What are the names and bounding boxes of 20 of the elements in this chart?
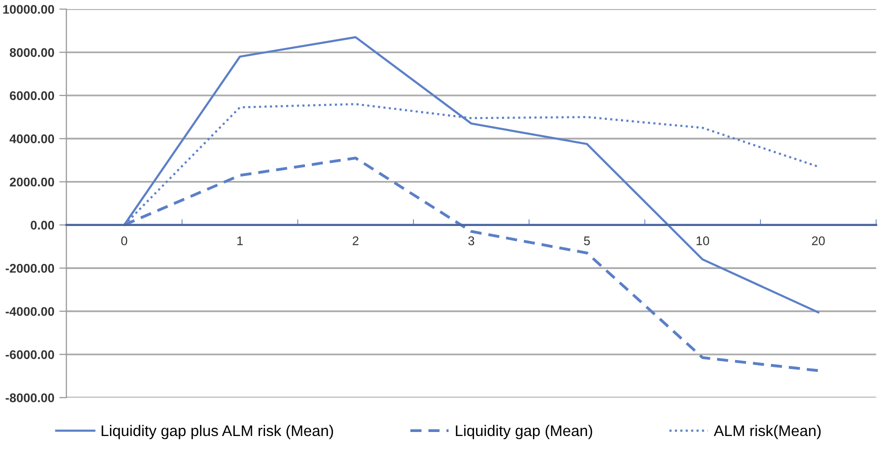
x-tick-label: 20 [812, 236, 825, 246]
x-tick-label: 1 [237, 236, 243, 246]
x-tick-label: 2 [352, 236, 358, 246]
x-tick-label: 10 [696, 236, 710, 246]
legend-label: ALM risk(Mean) [714, 424, 821, 440]
legend-label: Liquidity gap plus ALM risk (Mean) [102, 424, 334, 440]
y-tick-label: -8000.00 [6, 393, 54, 402]
y-tick-label: 10000.00 [3, 4, 54, 14]
legend-label: Liquidity gap (Mean) [456, 424, 592, 440]
y-tick-label: -4000.00 [6, 307, 54, 316]
y-tick-label: 6000.00 [10, 91, 54, 100]
y-tick-label: 8000.00 [10, 48, 54, 57]
y-tick-label: -6000.00 [6, 350, 54, 360]
y-tick-label: -2000.00 [6, 264, 54, 273]
x-tick-label: 0 [121, 236, 128, 246]
y-tick-label: 2000.00 [10, 178, 54, 186]
y-tick-label: 0.00 [30, 220, 54, 230]
x-tick-label: 3 [468, 236, 474, 246]
x-tick-label: 5 [584, 236, 590, 246]
y-tick-label: 4000.00 [10, 134, 54, 144]
